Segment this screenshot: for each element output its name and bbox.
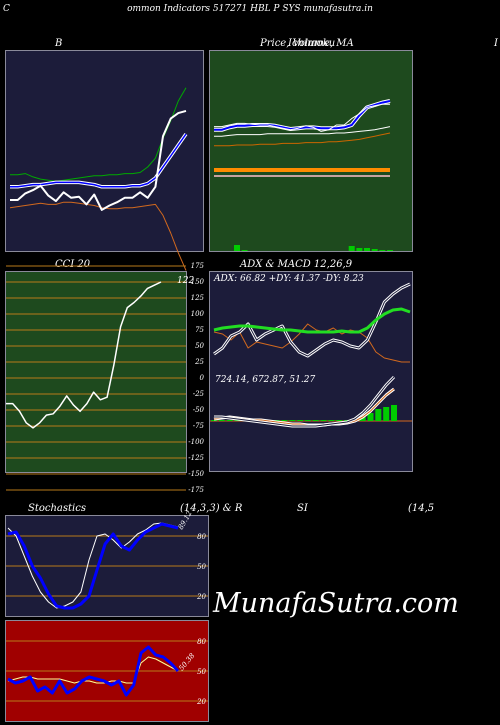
macd-histogram-bar (375, 409, 382, 421)
bb-panel (5, 50, 204, 271)
price-chart (214, 99, 393, 251)
stoch-tick-label: 80 (197, 533, 206, 541)
price-close-line (214, 103, 390, 132)
cci-tick-label: -175 (188, 486, 204, 494)
stoch-tick-label: 20 (196, 593, 206, 601)
macd-histogram-bar (320, 420, 327, 421)
page-title: ommon Indicators 517271 HBL P SYS munafa… (127, 4, 373, 14)
macd-histogram-bar (297, 420, 304, 421)
stoch-caption: Stochastics (28, 503, 86, 514)
rsi-signal-line (7, 656, 179, 684)
price-ma-short (214, 100, 391, 131)
price-caption-overlap: Ichimoku (288, 38, 336, 49)
price-ma-mid (214, 126, 391, 137)
volume-bar (364, 248, 370, 251)
price-right-fragment: I (494, 38, 498, 49)
bb-chart (9, 87, 188, 271)
adx-line (213, 307, 411, 334)
cci-tick-label: 125 (191, 294, 205, 302)
adx-stats: ADX: 66.82 +DY: 41.37 -DY: 8.23 (214, 274, 364, 284)
rsi-tick-label: 80 (197, 638, 206, 646)
cci-caption: CCI 20 (55, 259, 91, 270)
macd-histogram-bar (367, 413, 374, 421)
price-ma-long (214, 132, 391, 147)
bb-lower-band (9, 201, 187, 271)
left-fragment: C (3, 4, 10, 14)
cci-tick-label: 0 (200, 374, 205, 382)
macd-histogram-bar (226, 420, 233, 421)
macd-chart (210, 375, 412, 428)
bb-caption: B (55, 38, 63, 49)
rsi-caption: SI (297, 503, 308, 514)
cci-chart: 175 150 125 100 75 50 25 0 -25 -50 -75 -100 -125 -150… (6, 262, 205, 494)
cci-tick-label: -125 (188, 454, 204, 462)
cci-tick-label: -150 (188, 470, 204, 478)
rsi-line (7, 645, 180, 697)
rsi-value-label: 50.38 (177, 651, 196, 672)
adx-chart (213, 282, 411, 363)
macd-stats: 724.14, 672.87, 51.27 (215, 375, 316, 385)
rsi-caption-params: (14,5 (408, 503, 435, 514)
stoch-d-line (7, 522, 179, 609)
macd-histogram-bar (328, 420, 335, 421)
cci-tick-label: 50 (195, 342, 204, 350)
macd-histogram-bar (336, 420, 343, 421)
rsi-chart: 80 50 20 50.38 (6, 638, 208, 706)
cci-value-label: 122 (177, 276, 194, 286)
macd-line (214, 376, 395, 427)
macd-histogram-bar (211, 420, 217, 421)
cci-tick-label: 175 (191, 262, 205, 270)
cci-tick-label: -25 (193, 390, 205, 398)
bb-upper-band (10, 87, 187, 182)
macd-histogram-bar (218, 420, 225, 421)
cci-tick-label: -50 (193, 406, 205, 414)
macd-histogram-bar (289, 420, 296, 421)
price-panel (209, 50, 413, 252)
volume-bar (387, 250, 393, 251)
cci-tick-label: 100 (191, 310, 205, 318)
volume-bar (379, 250, 386, 251)
cci-line (6, 281, 162, 429)
macd-histogram-bar (359, 417, 366, 421)
stoch-tick-label: 50 (197, 563, 206, 571)
rsi-tick-label: 50 (197, 668, 206, 676)
cci-tick-label: 75 (195, 326, 204, 334)
volume-bar (356, 248, 363, 251)
stoch-panel: 80 50 20 89.12 (5, 509, 209, 617)
cci-tick-label: 150 (191, 278, 205, 286)
macd-histogram-bar (383, 407, 390, 421)
rsi-tick-label: 20 (196, 698, 206, 706)
macd-histogram-bar (281, 420, 288, 421)
adx-plus-dy (213, 283, 411, 357)
cci-tick-label: 25 (194, 358, 204, 366)
rsi-panel: 80 50 20 50.38 (5, 620, 209, 722)
adx-panel (209, 271, 413, 373)
macd-histogram-bar (304, 420, 311, 421)
stoch-caption-params: (14,3,3) & R (180, 503, 243, 514)
price-caption: Price, Volume, MA (260, 38, 354, 49)
macd-histogram-bar (312, 420, 319, 421)
bb-price-line (10, 109, 187, 211)
cci-tick-label: -75 (193, 422, 205, 430)
adx-plus-dy-outline (213, 282, 411, 358)
adx-caption: ADX & MACD 12,26,9 (240, 259, 353, 270)
volume-bar (371, 249, 378, 251)
cci-tick-label: -100 (188, 438, 204, 446)
macd-panel (209, 371, 413, 472)
macd-histogram-bar (391, 405, 397, 421)
adx-minus-dy (213, 323, 410, 363)
volume-bar (234, 245, 240, 251)
volume-bar (348, 246, 355, 251)
volume-bar (241, 250, 248, 251)
stoch-k-line (7, 522, 179, 610)
watermark: MunafaSutra.com (213, 588, 459, 619)
cci-panel: 175 150 125 100 75 50 25 0 -25 -50 -75 -100 -125 -150… (5, 262, 205, 494)
